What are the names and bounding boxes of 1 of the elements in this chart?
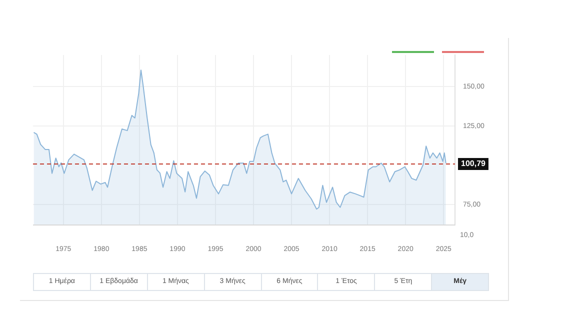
- ref-line-label: 100,79: [461, 159, 486, 168]
